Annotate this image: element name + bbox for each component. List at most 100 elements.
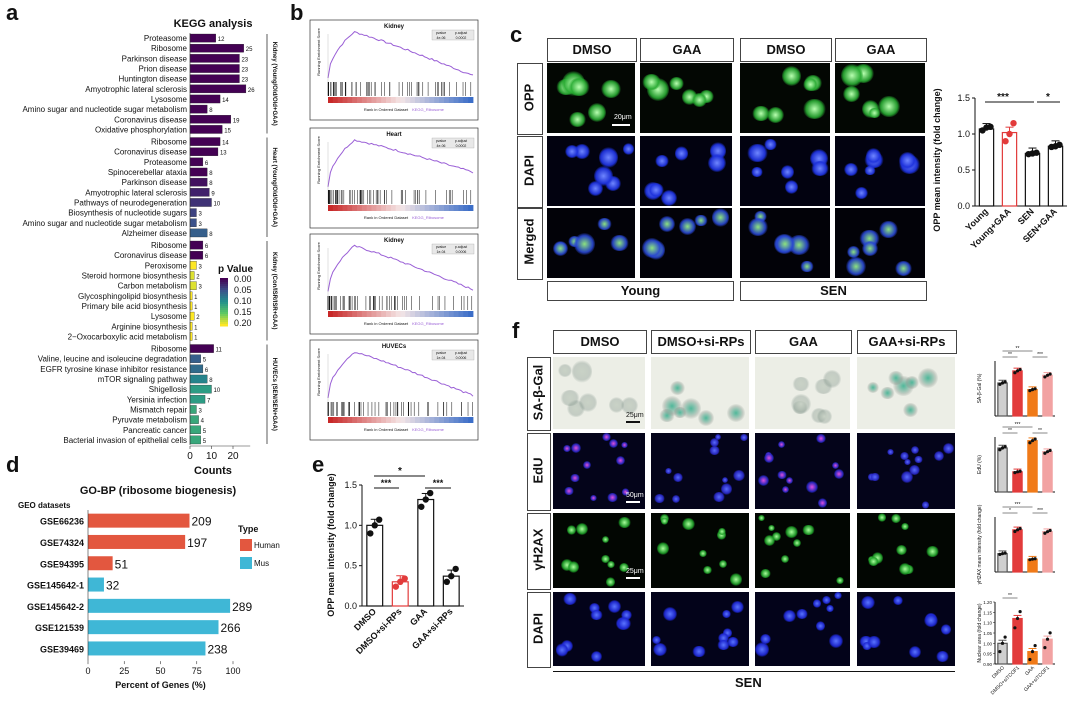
kegg-bar	[189, 405, 197, 414]
sig-label: **	[1016, 346, 1020, 352]
bar-data-point	[1028, 657, 1032, 662]
go-bp-bar	[88, 534, 186, 549]
cell-nucleus	[800, 260, 814, 273]
gsea-curve	[327, 31, 474, 79]
kegg-term-label: Valine, leucine and isoleucine degradati…	[38, 355, 187, 364]
micrograph-f-gh2ax-3	[755, 513, 850, 588]
cell-nucleus	[691, 92, 708, 108]
gsea-stat-value: 4e-06	[437, 36, 446, 40]
f-row-box-1	[527, 357, 551, 431]
gsea-stat-header: pvalue	[436, 351, 446, 355]
cell-nucleus	[812, 599, 821, 608]
gsea-stat-box	[431, 29, 475, 41]
cell-nucleus	[622, 142, 635, 155]
gsea-rank-strip	[419, 311, 426, 317]
kegg-legend-title: p Value	[218, 264, 253, 275]
bar	[1042, 451, 1053, 493]
cell-nucleus	[752, 106, 770, 121]
gsea-curve	[327, 139, 474, 187]
gsea-rank-strip	[347, 205, 353, 211]
cell-nucleus	[682, 518, 695, 530]
kegg-legend-tick: 0.20	[234, 318, 252, 328]
kegg-legend-tick: 0.15	[234, 307, 252, 317]
cell-nucleus	[702, 566, 713, 574]
gsea-rank-strip	[357, 417, 363, 423]
cell-nucleus	[560, 559, 573, 572]
gsea-stat-header: p.adjust	[455, 351, 467, 355]
kegg-term-label: Pancreatic cancer	[123, 426, 187, 435]
gsea-stat-box	[431, 137, 475, 149]
cell-nucleus	[751, 166, 763, 177]
kegg-count-label: 1	[194, 335, 198, 341]
micrograph-c-merged-1	[547, 208, 635, 278]
gsea-y-label: Running Enrichment Score	[316, 241, 321, 290]
kegg-bar	[189, 94, 221, 104]
kegg-term-label: Coronavirus disease	[114, 115, 187, 124]
bar	[1024, 152, 1041, 207]
cell-nucleus	[718, 527, 726, 536]
bar-data-point	[1013, 371, 1017, 375]
bar-data-point	[1003, 551, 1007, 555]
cell-nucleus	[942, 442, 955, 454]
gsea-x-label: Rank in Ordered Dataset	[364, 107, 409, 112]
go-bp-category-label: GSE145642-2	[27, 602, 84, 612]
kegg-term-label: Lysosome	[151, 95, 188, 104]
cell-nucleus	[866, 382, 880, 393]
kegg-count-label: 8	[209, 181, 213, 187]
kegg-count-label: 6	[205, 161, 209, 167]
bar-y-tick-label: 0.5	[344, 561, 357, 571]
gsea-rank-strip	[357, 97, 363, 103]
kegg-count-label: 10	[214, 388, 221, 394]
gsea-rank-strip	[381, 205, 387, 211]
bar-data-point	[998, 448, 1002, 452]
kegg-legend-gradient-step	[220, 300, 228, 303]
cell-nucleus	[921, 501, 929, 509]
kegg-count-label: 14	[222, 141, 229, 147]
cell-nucleus	[678, 217, 696, 235]
cell-nucleus	[730, 573, 743, 586]
kegg-count-label: 9	[211, 191, 215, 197]
cell-nucleus	[555, 643, 569, 657]
go-bp-x-tick-label: 25	[119, 666, 129, 676]
gsea-rank-strip	[395, 417, 401, 423]
gsea-rank-strip	[458, 417, 464, 423]
kegg-bar	[189, 425, 201, 435]
micrograph-f-gh2ax-4	[857, 513, 955, 588]
gsea-rank-strip	[386, 205, 392, 211]
gsea-rank-strip	[405, 311, 411, 317]
cell-nucleus	[764, 139, 777, 151]
gsea-rank-strip	[342, 97, 348, 103]
bar-data-point	[1043, 375, 1047, 379]
cell-nucleus	[764, 535, 776, 546]
bar-data-point	[392, 583, 400, 590]
bar	[1012, 471, 1023, 493]
gsea-rank-strip	[463, 205, 469, 211]
gsea-rank-strip	[429, 311, 435, 317]
bar-data-point	[1010, 120, 1017, 127]
cell-nucleus	[651, 635, 662, 644]
gsea-plot: Heart pvalue p.adjust 4e-06 0.0002 Running En…	[309, 127, 479, 229]
gsea-rank-strip	[444, 205, 450, 211]
gsea-rank-strip	[357, 311, 363, 317]
go-bp-value-label: 289	[232, 600, 252, 614]
gsea-stat-value: 1e-04	[437, 250, 446, 254]
cell-nucleus	[574, 232, 595, 256]
gsea-rank-strip	[386, 311, 392, 317]
kegg-title: KEGG analysis	[174, 18, 253, 30]
bar-y-label: OPP mean intensity (fold change)	[326, 473, 336, 616]
bar-data-point	[998, 382, 1002, 386]
kegg-legend-gradient-step	[220, 324, 228, 327]
cell-nucleus	[755, 641, 770, 657]
cell-nucleus	[607, 600, 621, 614]
gsea-stat-header: p.adjust	[455, 139, 467, 143]
gsea-rank-strip	[424, 205, 430, 211]
bar-data-point	[401, 575, 408, 582]
go-bp-value-label: 51	[115, 557, 129, 571]
cell-nucleus	[712, 208, 730, 227]
gsea-rank-strip	[366, 205, 372, 211]
micrograph-f-sagal-1	[553, 357, 645, 429]
bar	[417, 498, 435, 607]
c-row-box-1	[517, 63, 543, 135]
cell-nucleus	[802, 78, 819, 92]
f-mini-chart: SA-β-Gal (%)*******	[977, 346, 1055, 417]
